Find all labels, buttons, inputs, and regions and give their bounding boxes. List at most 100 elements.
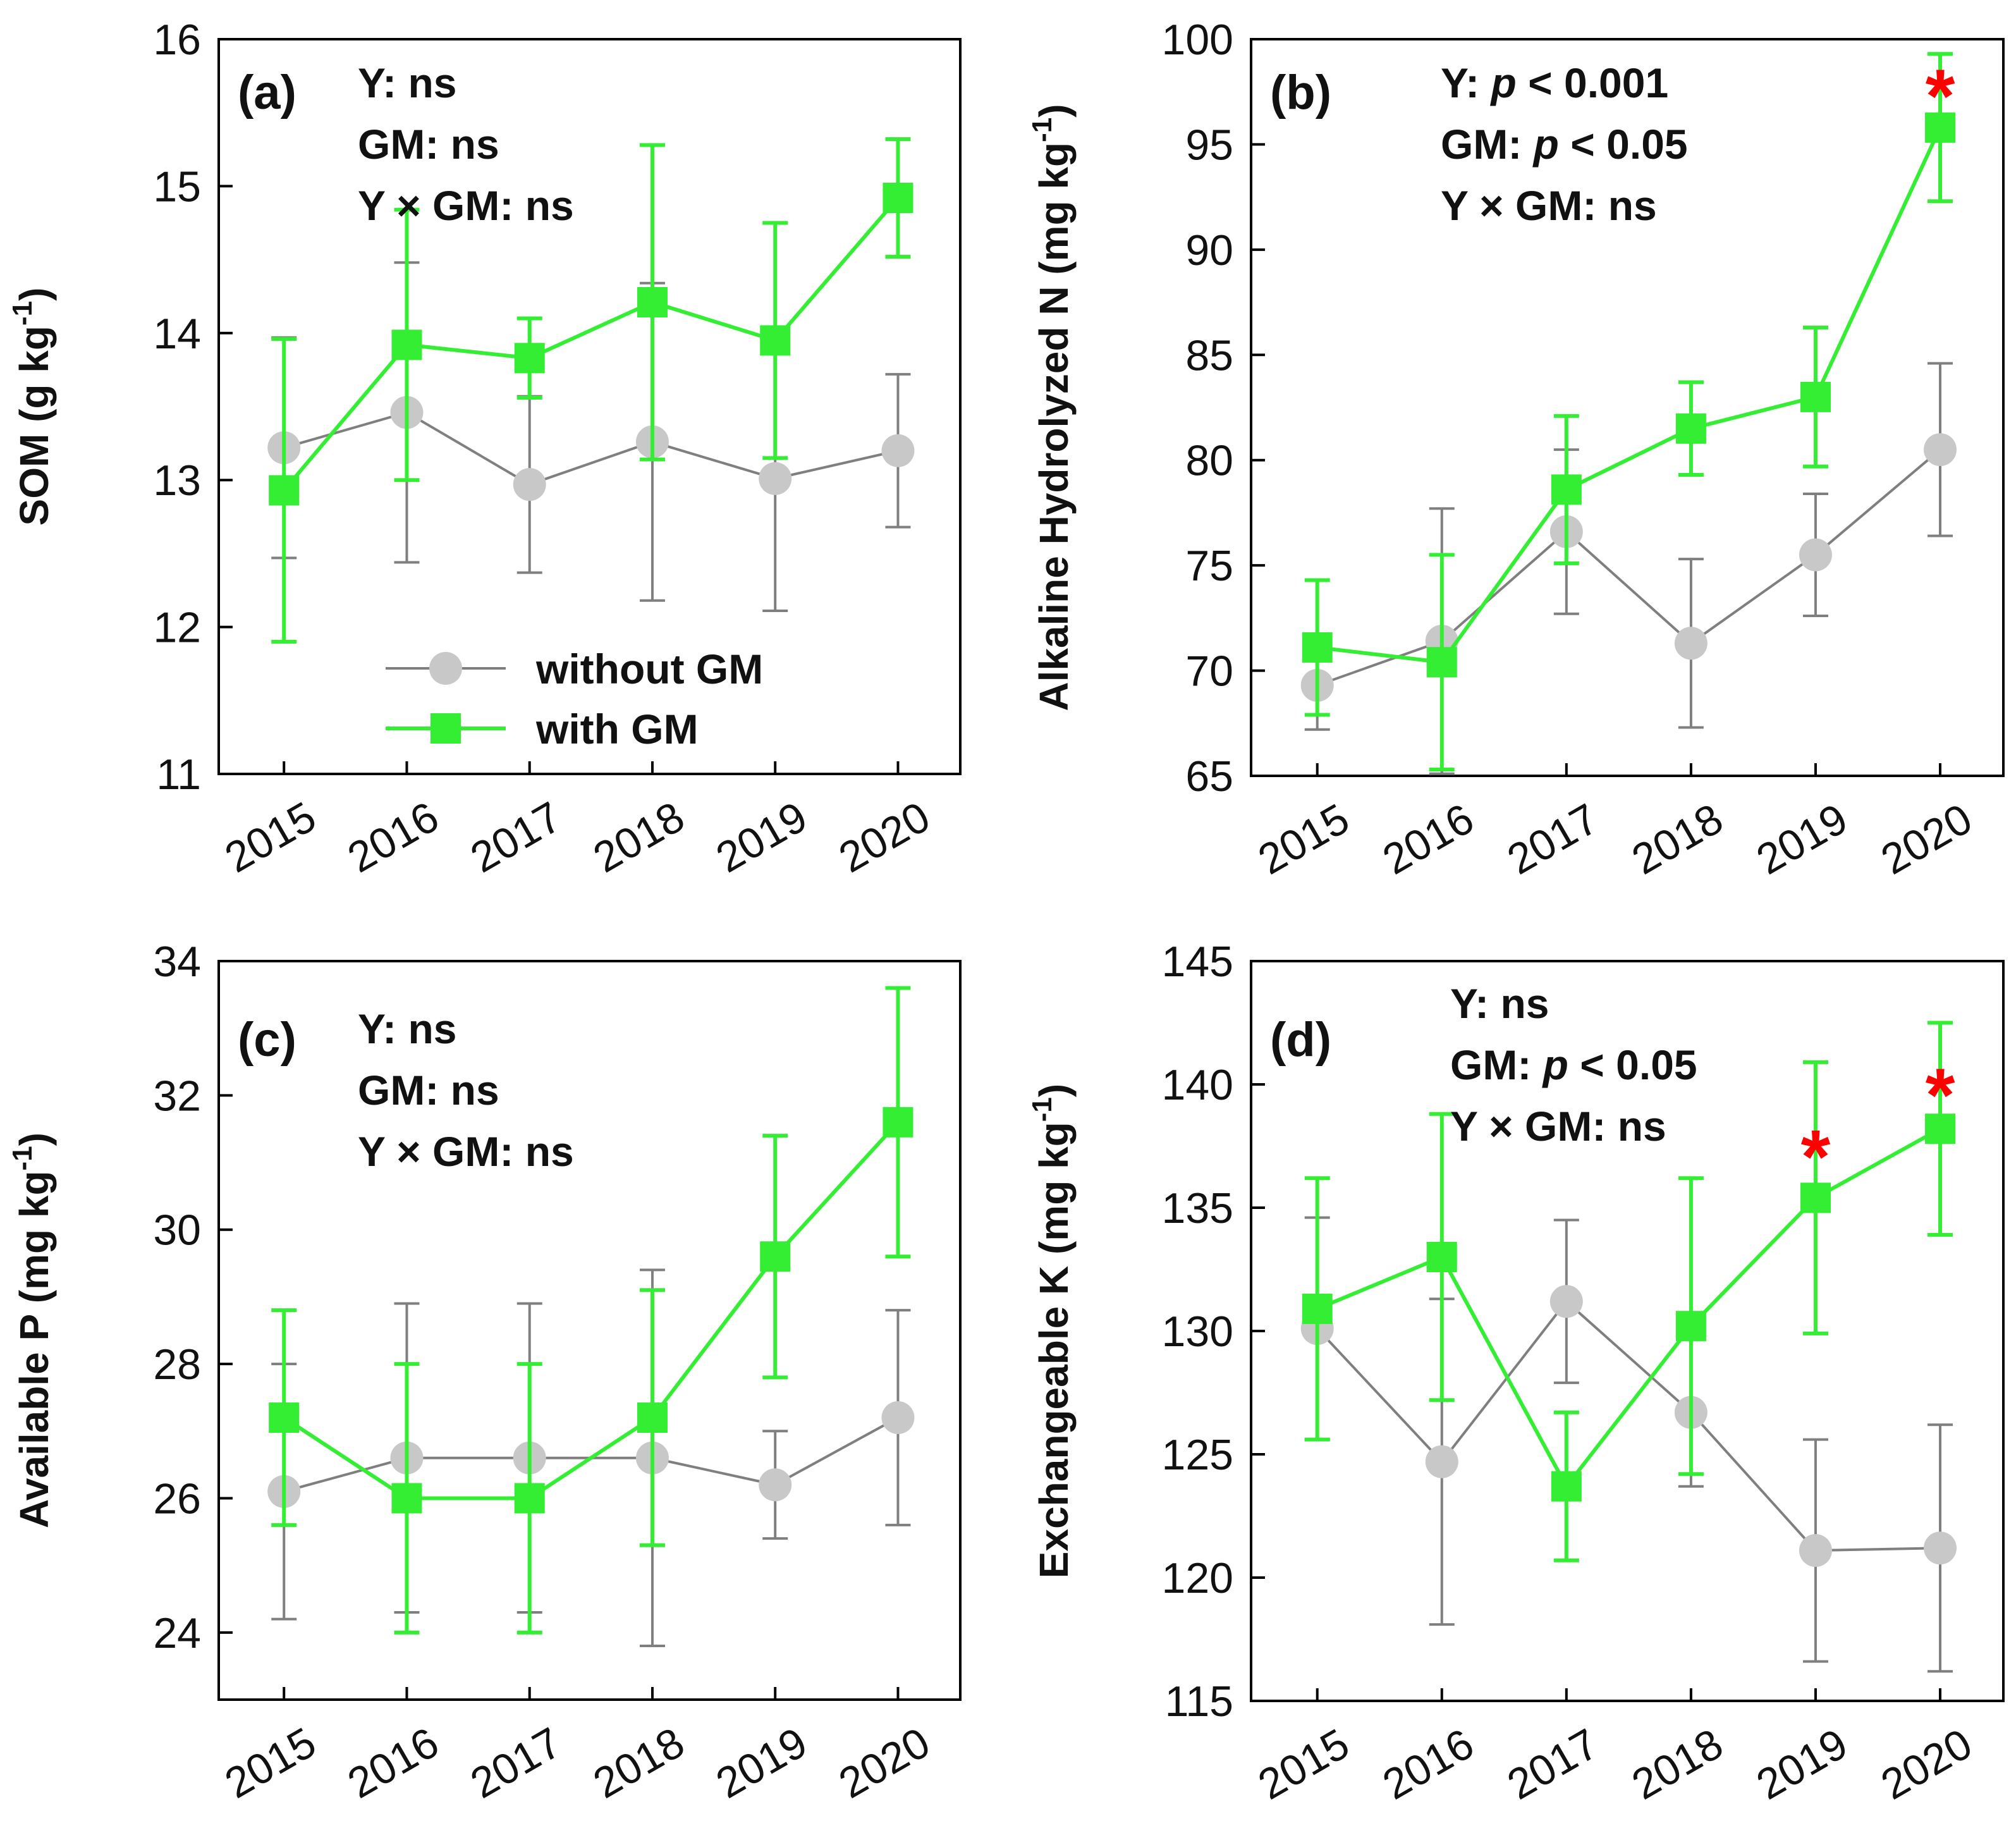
x-tick-label: 2015 (1250, 794, 1357, 883)
y-tick-label: 26 (153, 1475, 201, 1523)
legend-marker-with-gm (431, 713, 461, 744)
series-line (283, 1120, 900, 1500)
stat-line: Y × GM: ns (358, 182, 574, 229)
y-tick-label: 135 (1162, 1184, 1233, 1232)
series-with-gm (1302, 1021, 1956, 1562)
y-tick-label: 24 (153, 1609, 201, 1657)
data-point (1799, 1534, 1832, 1567)
y-tick-label: 12 (153, 604, 201, 652)
x-tick-label: 2017 (463, 792, 570, 881)
plot-frame (217, 38, 962, 775)
legend-label-with-gm: with GM (535, 706, 699, 752)
plot-frame (1250, 38, 2005, 777)
x-tick-label: 2016 (339, 792, 446, 881)
series-line (1317, 448, 1941, 687)
data-point (1302, 1293, 1333, 1324)
data-point (883, 1107, 913, 1138)
data-point (1800, 381, 1831, 412)
x-tick-label: 2018 (1624, 794, 1731, 883)
data-point (391, 1483, 422, 1514)
data-point (269, 475, 300, 506)
data-point (759, 462, 792, 495)
panel-a: 11 12 13 14 15 16 2015 2016 2017 2018 2019 2020 SOM … (7, 16, 962, 882)
y-tick-label: 125 (1162, 1431, 1233, 1479)
stat-line: Y: ns (1450, 980, 1549, 1027)
series-line (1316, 1127, 1941, 1490)
stat-line: GM: p < 0.05 (1441, 121, 1688, 168)
data-point (760, 1241, 791, 1272)
data-point (1925, 1113, 1956, 1144)
data-point (1675, 413, 1706, 444)
y-tick-label: 15 (153, 163, 201, 211)
data-point (1924, 433, 1957, 467)
legend-label-without-gm: without GM (535, 646, 763, 692)
significance-star: * (1801, 1115, 1831, 1199)
stat-line: Y: ns (358, 1005, 456, 1052)
stat-line: GM: ns (358, 121, 499, 168)
series-line (282, 197, 900, 492)
data-point (881, 434, 915, 467)
series-without-gm (267, 261, 915, 613)
data-point (1426, 647, 1457, 678)
data-point (391, 329, 422, 360)
x-tick-label: 2016 (339, 1718, 446, 1807)
x-tick-label: 2018 (585, 1718, 692, 1807)
data-point (1425, 1445, 1458, 1478)
panel-tag: (a) (238, 66, 296, 120)
y-tick-label: 120 (1162, 1554, 1233, 1602)
data-point (881, 1401, 915, 1435)
series-line (283, 1416, 899, 1493)
y-tick-label: 130 (1162, 1308, 1233, 1356)
data-point (514, 343, 545, 374)
series-with-gm (269, 986, 913, 1635)
series-with-gm (269, 137, 913, 644)
series-without-gm (1300, 1216, 1957, 1673)
y-tick-label: 75 (1185, 542, 1233, 590)
y-tick-label: 13 (153, 457, 201, 505)
data-point (1925, 112, 1956, 143)
x-tick-label: 2020 (1873, 1719, 1980, 1808)
x-tick-label: 2020 (831, 1718, 938, 1807)
data-point (760, 325, 791, 356)
data-point (1924, 1531, 1957, 1565)
y-axis-label: Alkaline Hydrolyzed N (mg kg-1) (1027, 104, 1077, 711)
y-tick-label: 34 (153, 938, 201, 986)
stat-line: GM: p < 0.05 (1450, 1041, 1697, 1088)
stat-line: Y: ns (358, 59, 456, 106)
y-tick-label: 85 (1185, 331, 1233, 379)
data-point (637, 286, 668, 317)
y-tick-label: 11 (156, 751, 201, 799)
y-axis-label: Exchangeable K (mg kg-1) (1027, 1084, 1077, 1578)
stat-line: Y: p < 0.001 (1441, 59, 1668, 106)
y-axis-label: Available P (mg kg-1) (7, 1132, 57, 1528)
y-tick-label: 90 (1185, 226, 1233, 274)
data-point (1675, 1311, 1706, 1342)
series-line (1316, 1299, 1941, 1552)
x-tick-label: 2017 (463, 1718, 570, 1807)
panel-b: 65 70 75 80 85 90 95 100 2015 2016 2017 2018 2019 202… (1027, 16, 2005, 884)
y-tick-label: 140 (1162, 1061, 1233, 1109)
stat-line: Y × GM: ns (358, 1128, 574, 1175)
series-line (1317, 126, 1942, 665)
x-tick-label: 2015 (217, 1718, 324, 1807)
legend-marker-without-gm (429, 652, 462, 685)
data-point (1549, 1285, 1583, 1318)
x-tick-label: 2016 (1375, 1719, 1482, 1808)
data-point (637, 1402, 668, 1433)
x-tick-label: 2017 (1500, 794, 1606, 883)
y-tick-label: 30 (153, 1206, 201, 1254)
data-point (1426, 1242, 1457, 1272)
y-tick-label: 145 (1162, 938, 1233, 986)
panel-tag: (b) (1270, 66, 1331, 120)
y-tick-label: 28 (153, 1340, 201, 1389)
data-point (1551, 1471, 1582, 1502)
data-point (1674, 627, 1707, 660)
x-tick-label: 2018 (1624, 1719, 1731, 1808)
data-point (1799, 538, 1832, 572)
data-point (1800, 1182, 1831, 1213)
x-tick-label: 2019 (1749, 794, 1855, 883)
x-tick-label: 2019 (708, 1718, 815, 1807)
y-tick-label: 115 (1165, 1678, 1233, 1726)
y-axis-label: SOM (g kg-1) (7, 288, 57, 526)
data-point (514, 1483, 545, 1514)
